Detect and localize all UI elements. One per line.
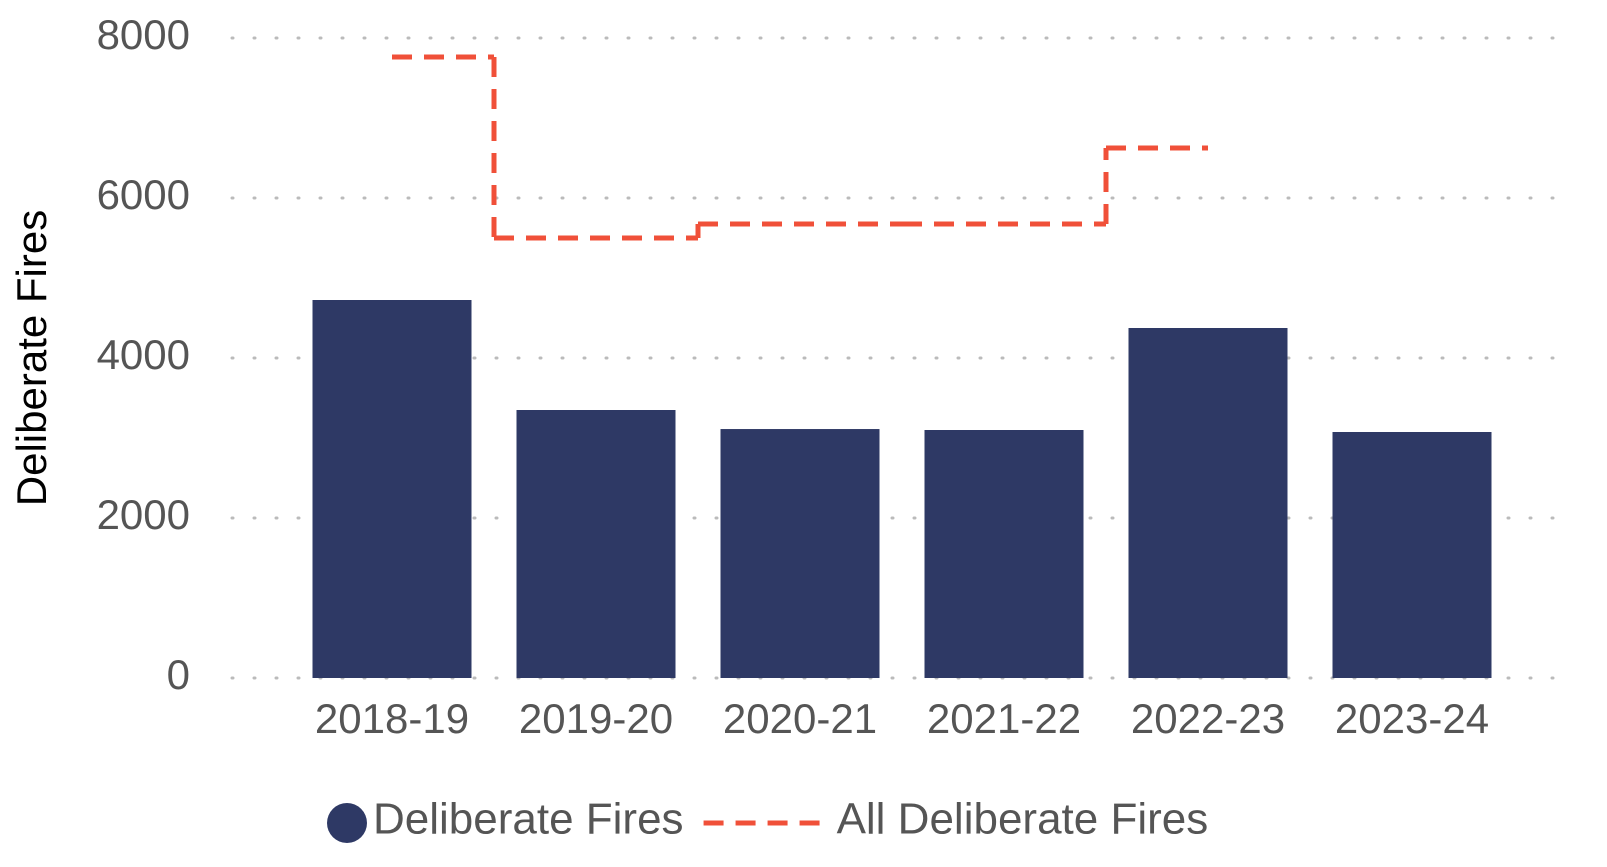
bar <box>1332 432 1492 678</box>
y-tick-label: 2000 <box>97 491 190 538</box>
bar <box>516 410 676 678</box>
y-axis-label: Deliberate Fires <box>8 210 55 506</box>
x-tick-label: 2022-23 <box>1131 695 1285 742</box>
legend-swatch <box>327 803 367 843</box>
y-tick-label: 4000 <box>97 331 190 378</box>
legend-label: Deliberate Fires <box>373 795 684 844</box>
y-tick-label: 0 <box>167 651 190 698</box>
x-tick-label: 2023-24 <box>1335 695 1489 742</box>
x-tick-label: 2020-21 <box>723 695 877 742</box>
bar <box>720 429 880 678</box>
x-tick-label: 2018-19 <box>315 695 469 742</box>
bar <box>312 300 472 678</box>
bar <box>1128 328 1288 678</box>
x-tick-label: 2021-22 <box>927 695 1081 742</box>
y-tick-label: 6000 <box>97 171 190 218</box>
x-tick-label: 2019-20 <box>519 695 673 742</box>
legend-label: All Deliberate Fires <box>837 795 1209 844</box>
y-tick-label: 8000 <box>97 11 190 58</box>
bar <box>924 430 1084 678</box>
